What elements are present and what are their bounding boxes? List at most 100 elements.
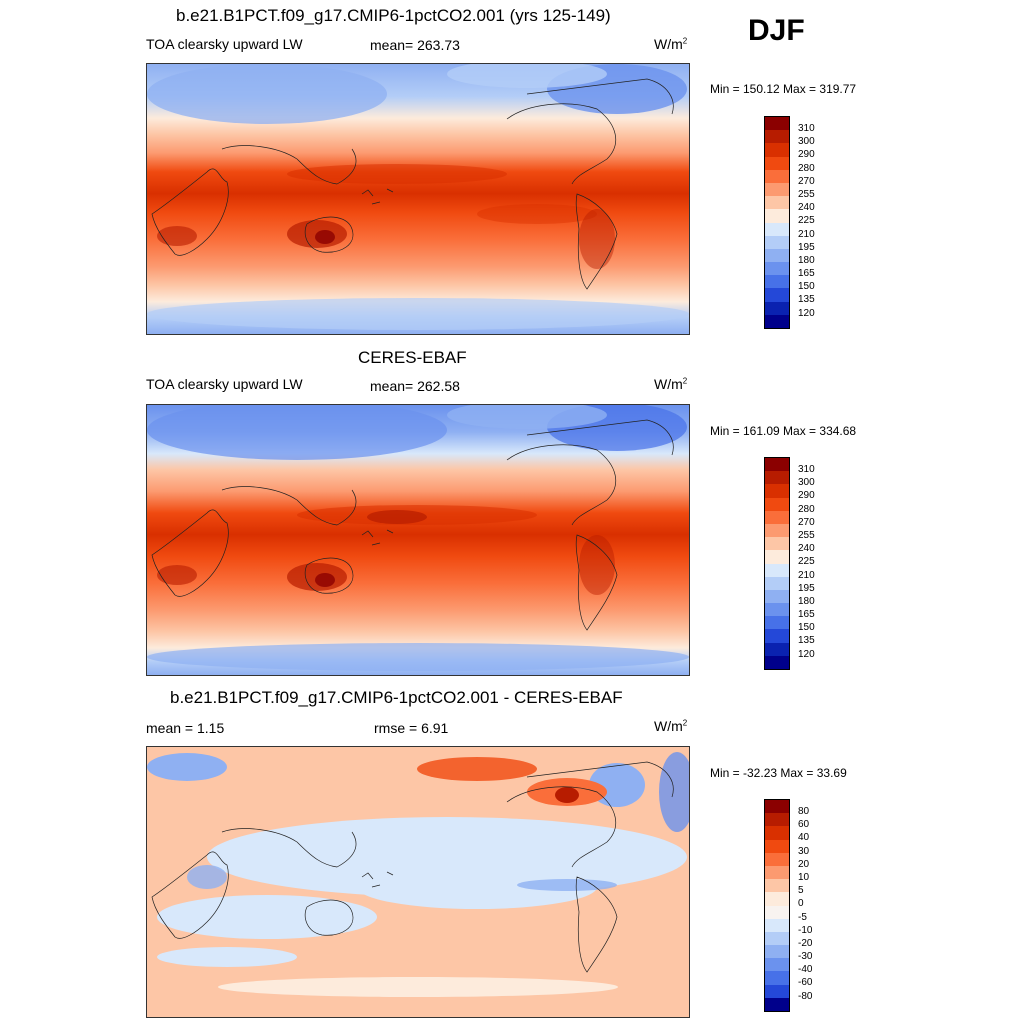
colorbar-swatch <box>765 497 789 511</box>
colorbar-tick-label: 225 <box>798 556 815 568</box>
colorbar-tick-label: 30 <box>798 845 810 857</box>
panel2-mean-label: mean= 262.58 <box>370 378 460 394</box>
colorbar-swatch <box>765 550 789 564</box>
colorbar-swatch <box>765 235 789 249</box>
colorbar-swatch <box>765 182 789 197</box>
colorbar-tick-label: 290 <box>798 149 815 161</box>
colorbar-tick-label: -10 <box>798 924 813 936</box>
colorbar-tick-label: 0 <box>798 898 804 910</box>
colorbar-tick-label: 10 <box>798 871 810 883</box>
panel3-colorbar <box>764 799 790 1012</box>
colorbar-swatch <box>765 156 789 170</box>
colorbar-swatch <box>765 945 789 959</box>
panel2-observation-map <box>146 404 690 676</box>
colorbar-tick-label: 5 <box>798 885 804 897</box>
colorbar-tick-label: 60 <box>798 819 810 831</box>
colorbar-tick-label: 150 <box>798 281 815 293</box>
colorbar-tick-label: 180 <box>798 254 815 266</box>
colorbar-tick-label: 195 <box>798 582 815 594</box>
panel2-colorbar <box>764 457 790 670</box>
colorbar-tick-label: 310 <box>798 464 815 475</box>
colorbar-tick-label: 165 <box>798 268 815 280</box>
colorbar-tick-label: 80 <box>798 806 810 817</box>
panel3-difference-map <box>146 746 690 1018</box>
colorbar-tick-label: 255 <box>798 529 815 541</box>
colorbar-swatch <box>765 537 789 551</box>
colorbar-swatch <box>765 931 789 946</box>
panel3-rmse-label: rmse = 6.91 <box>374 720 449 736</box>
colorbar-swatch <box>765 117 789 131</box>
colorbar-swatch <box>765 826 789 840</box>
colorbar-tick-label: 165 <box>798 609 815 621</box>
panel1-units: W/m2 <box>654 36 688 52</box>
colorbar-swatch <box>765 576 789 590</box>
colorbar-tick-label: 240 <box>798 543 815 555</box>
colorbar-tick-label: -60 <box>798 977 813 989</box>
colorbar-swatch <box>765 971 789 985</box>
panel1-mean-label: mean= 263.73 <box>370 37 460 53</box>
colorbar-swatch <box>765 458 789 472</box>
season-label: DJF <box>748 14 805 47</box>
panel1-colorbar <box>764 116 790 329</box>
colorbar-tick-label: 300 <box>798 477 815 489</box>
colorbar-swatch <box>765 642 789 656</box>
colorbar-swatch <box>765 143 789 157</box>
colorbar-tick-label: 280 <box>798 162 815 174</box>
panel2-variable-label: TOA clearsky upward LW <box>146 376 303 392</box>
colorbar-tick-label: 40 <box>798 832 810 844</box>
colorbar-swatch <box>765 484 789 498</box>
colorbar-swatch <box>765 209 789 223</box>
colorbar-swatch <box>765 905 789 919</box>
colorbar-swatch <box>765 196 789 210</box>
colorbar-swatch <box>765 800 789 814</box>
colorbar-tick-label: -80 <box>798 990 813 1002</box>
colorbar-tick-label: 310 <box>798 123 815 134</box>
colorbar-tick-label: 240 <box>798 202 815 214</box>
colorbar-swatch <box>765 603 789 617</box>
colorbar-swatch <box>765 471 789 485</box>
colorbar-tick-label: 180 <box>798 595 815 607</box>
colorbar-swatch <box>765 222 789 236</box>
panel1-minmax: Min = 150.12 Max = 319.77 <box>710 82 857 96</box>
colorbar-tick-label: 270 <box>798 175 815 187</box>
panel2-colorbar-labels: 310 300 290 280 270 255 240 225 210 195 … <box>798 463 815 661</box>
colorbar-swatch <box>765 629 789 643</box>
colorbar-tick-label: 210 <box>798 569 815 581</box>
colorbar-tick-label: 195 <box>798 241 815 253</box>
colorbar-swatch <box>765 865 789 880</box>
colorbar-swatch <box>765 275 789 289</box>
colorbar-tick-label: -40 <box>798 964 813 976</box>
panel1-title: b.e21.B1PCT.f09_g17.CMIP6-1pctCO2.001 (y… <box>176 6 611 25</box>
colorbar-swatch <box>765 958 789 972</box>
colorbar-tick-label: 225 <box>798 215 815 227</box>
panel2-units: W/m2 <box>654 376 688 392</box>
panel3-colorbar-labels: 80 60 40 30 20 10 5 0 -5 -10 -20 -30 -40… <box>798 805 812 1003</box>
colorbar-swatch <box>765 589 789 604</box>
colorbar-tick-label: 135 <box>798 635 815 647</box>
colorbar-tick-label: -20 <box>798 937 813 949</box>
panel1-model-map <box>146 63 690 335</box>
colorbar-swatch <box>765 918 789 932</box>
colorbar-swatch <box>765 616 789 630</box>
colorbar-swatch <box>765 510 789 524</box>
colorbar-swatch <box>765 997 789 1011</box>
colorbar-swatch <box>765 813 789 827</box>
colorbar-tick-label: 280 <box>798 503 815 515</box>
colorbar-tick-label: 270 <box>798 516 815 528</box>
colorbar-swatch <box>765 523 789 538</box>
colorbar-swatch <box>765 288 789 302</box>
colorbar-swatch <box>765 892 789 906</box>
panel3-units: W/m2 <box>654 718 688 734</box>
colorbar-swatch <box>765 130 789 144</box>
colorbar-tick-label: 300 <box>798 136 815 148</box>
colorbar-swatch <box>765 169 789 183</box>
colorbar-tick-label: 255 <box>798 188 815 200</box>
panel1-variable-label: TOA clearsky upward LW <box>146 36 303 52</box>
colorbar-swatch <box>765 301 789 315</box>
colorbar-swatch <box>765 984 789 998</box>
panel1-colorbar-labels: 310 300 290 280 270 255 240 225 210 195 … <box>798 122 815 320</box>
colorbar-tick-label: 120 <box>798 307 815 319</box>
colorbar-swatch <box>765 248 789 263</box>
panel2-minmax: Min = 161.09 Max = 334.68 <box>710 424 857 438</box>
panel3-title: b.e21.B1PCT.f09_g17.CMIP6-1pctCO2.001 - … <box>170 688 623 707</box>
